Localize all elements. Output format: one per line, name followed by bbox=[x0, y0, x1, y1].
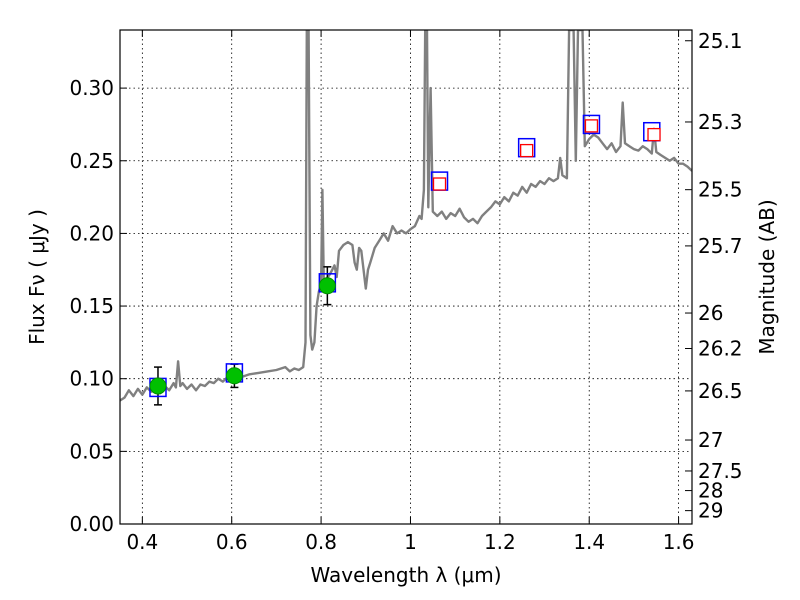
mag-tick-label: 27.5 bbox=[698, 459, 743, 483]
observed-point-circle bbox=[149, 377, 167, 395]
right-axis-title: Magnitude (AB) bbox=[755, 199, 779, 354]
x-tick-label: 0.4 bbox=[126, 530, 158, 554]
tick-labels: 0.4 0.6 0.8 1 1.2 1.4 1.6 0.00 0.05 0.10 0.15 0.20 0… bbox=[69, 29, 742, 554]
mag-tick-label: 26.5 bbox=[698, 379, 743, 403]
axes-frame bbox=[119, 29, 693, 525]
y-tick-label: 0.10 bbox=[69, 367, 114, 391]
mag-tick-label: 27 bbox=[698, 428, 723, 452]
model-point-square bbox=[582, 114, 601, 135]
upper-limit-square bbox=[584, 119, 599, 133]
x-tick-label: 1.4 bbox=[573, 530, 605, 554]
upper-limit-square bbox=[520, 143, 534, 158]
mag-tick-label: 25.3 bbox=[698, 110, 743, 134]
x-tick-label: 1.6 bbox=[663, 530, 695, 554]
y-tick-label: 0.00 bbox=[69, 512, 114, 536]
mag-tick-label: 25.1 bbox=[698, 29, 743, 53]
x-axis-title: Wavelength λ (μm) bbox=[310, 563, 501, 587]
x-tick-label: 0.6 bbox=[216, 530, 248, 554]
y-axis-title: Flux Fν ( μJy ) bbox=[25, 209, 49, 345]
ticks bbox=[120, 30, 692, 525]
mag-tick-label: 26.2 bbox=[698, 336, 743, 360]
x-tick-label: 0.8 bbox=[305, 530, 337, 554]
x-tick-label: 1 bbox=[404, 530, 417, 554]
observed-point-circle bbox=[225, 367, 243, 385]
y-tick-label: 0.20 bbox=[69, 221, 114, 245]
mag-tick-label: 29 bbox=[698, 499, 723, 523]
y-tick-label: 0.05 bbox=[69, 439, 114, 463]
y-tick-label: 0.30 bbox=[69, 76, 114, 100]
mag-tick-label: 28 bbox=[698, 479, 723, 503]
upper-limit-square bbox=[647, 127, 661, 142]
plot-area bbox=[120, 30, 692, 406]
mag-tick-label: 25.5 bbox=[698, 178, 743, 202]
x-tick-label: 1.2 bbox=[484, 530, 516, 554]
upper-limit-square bbox=[432, 177, 447, 191]
y-tick-label: 0.15 bbox=[69, 294, 114, 318]
y-tick-label: 0.25 bbox=[69, 149, 114, 173]
mag-tick-label: 26 bbox=[698, 301, 723, 325]
sed-model-line bbox=[120, 30, 692, 402]
observed-point-circle bbox=[318, 277, 336, 295]
mag-tick-label: 25.7 bbox=[698, 234, 743, 258]
